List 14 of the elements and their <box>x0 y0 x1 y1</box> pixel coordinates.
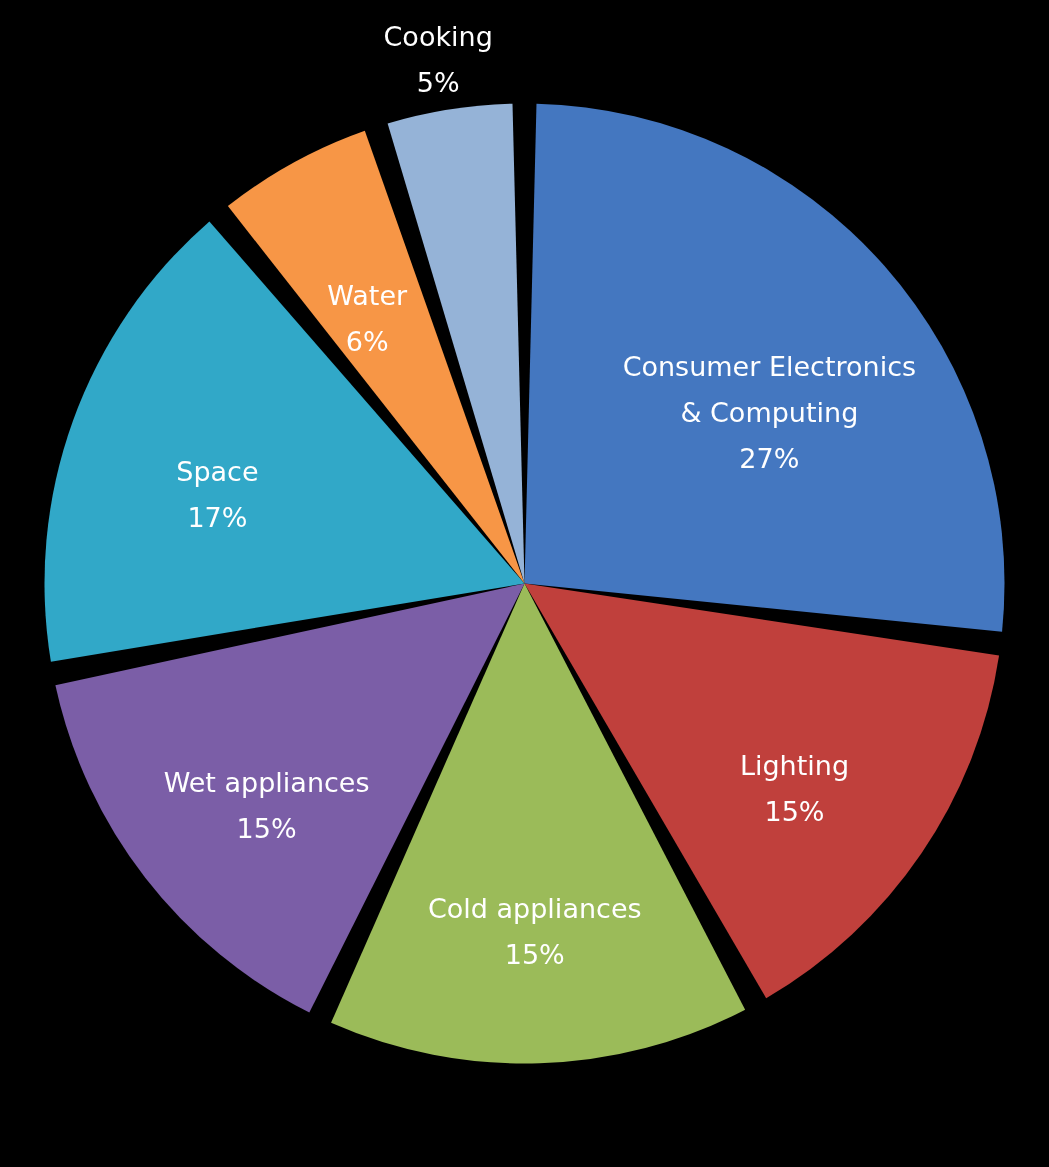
data-label: 27% <box>739 442 800 474</box>
data-label: 5% <box>416 67 460 99</box>
data-label: 15% <box>764 795 825 827</box>
data-label: 15% <box>236 812 297 844</box>
data-label: 6% <box>345 326 389 358</box>
slice-label: Space <box>176 455 259 487</box>
slice-label: Water <box>327 280 409 312</box>
slice-label: Consumer Electronics & Computing <box>622 350 917 428</box>
slice-label: Wet appliances <box>163 766 370 798</box>
slice-label: Lighting <box>739 749 850 781</box>
slice-label: Cooking <box>383 21 493 53</box>
data-label: 17% <box>187 501 248 533</box>
slice-label: Cold appliances <box>427 892 642 924</box>
data-label: 15% <box>504 938 565 970</box>
